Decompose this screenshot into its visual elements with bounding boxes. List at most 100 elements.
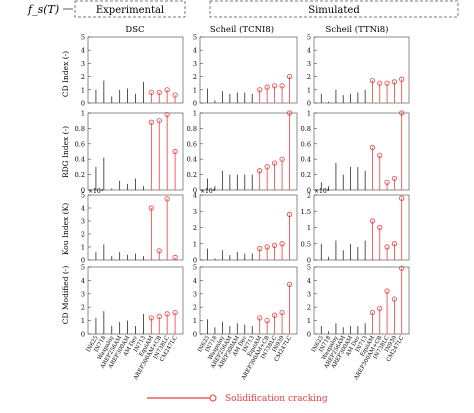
- y-tick-label: 4: [81, 205, 85, 213]
- y-tick-label: 4: [193, 47, 197, 55]
- column-title-scheil-ttni8: Scheil (TTNi8): [326, 24, 389, 35]
- y-tick-label: 5: [81, 264, 85, 272]
- panel-cd-index-scheil-tcni8: 0 1 2 3 4 5: [193, 34, 298, 108]
- ylabel-cd-index: CD Index (-): [61, 51, 70, 97]
- marker-cm247lc: [286, 281, 293, 288]
- experimental-group-label: Experimental: [96, 5, 164, 16]
- marker-in738lc: [384, 244, 390, 250]
- y-tick-label: 0: [307, 187, 311, 195]
- simulated-group-label: Simulated: [308, 5, 360, 16]
- marker-in738lc: [384, 179, 390, 185]
- y-tick-label: 4: [307, 277, 311, 285]
- panel-cd-modified-scheil-tcni8-frame: [199, 266, 298, 335]
- marker-in738lc: [164, 87, 170, 93]
- panel-cd-modified-scheil-tcni8: 0 1 2 3 4 5: [193, 264, 298, 339]
- marker-equiam: [148, 315, 154, 321]
- ylabel-cd-modified: CD Modified (-): [61, 266, 70, 325]
- marker-cm247lc: [286, 74, 293, 80]
- y-tick-label: 5: [193, 264, 197, 272]
- y-tick-label: 3: [193, 208, 197, 216]
- y-tick-label: 0: [193, 100, 197, 108]
- y-tick-label: 2: [81, 231, 85, 239]
- marker-in738lc: [272, 160, 278, 166]
- y-tick-label: 2: [307, 304, 311, 312]
- y-tick-label: 0.6: [187, 140, 197, 148]
- panel-kou-index-k-dsc: 0 1 2 3 4 5 ×10⁴: [81, 188, 184, 265]
- y-tick-label: 1: [193, 240, 197, 248]
- experimental-group-box: [74, 0, 186, 18]
- marker-in738lc: [272, 242, 278, 248]
- y-tick-label: 0: [81, 331, 85, 339]
- marker-cm247lc: [399, 110, 405, 116]
- y-tick-label: 3: [81, 290, 85, 298]
- marker-arep300am-cb: [377, 305, 383, 312]
- y-tick-label: 0: [193, 257, 197, 265]
- y-tick-label: 4: [193, 277, 197, 285]
- panel-cd-index-scheil-ttni8-frame: [313, 36, 410, 104]
- panel-rdg-index-scheil-tcni8-frame: [199, 112, 298, 191]
- marker-cm247lc: [172, 92, 178, 98]
- column-title-scheil-tcni8: Scheil (TCNI8): [210, 24, 274, 35]
- panel-kou-index-k-dsc-frame: [87, 194, 184, 261]
- y-tick-label: 4: [193, 192, 197, 200]
- marker-equiam: [369, 218, 376, 224]
- marker-in939: [279, 309, 285, 316]
- marker-equiam: [257, 246, 263, 252]
- y-tick-label: 0: [81, 100, 85, 108]
- marker-cm247lc: [172, 148, 178, 155]
- y-tick-label: 1: [81, 110, 85, 118]
- y-tick-label: 0.2: [75, 171, 85, 179]
- marker-in939: [391, 175, 397, 182]
- marker-in738lc: [272, 83, 278, 89]
- y-tick-label: 0.8: [301, 125, 311, 133]
- y-tick-label: 1: [81, 317, 85, 325]
- marker-equiam: [148, 89, 154, 96]
- y-tick-label: 1: [81, 244, 85, 252]
- legend-marker: [209, 394, 217, 402]
- marker-arep300am-cb: [377, 152, 383, 158]
- marker-cm247lc: [399, 76, 405, 82]
- marker-equiam: [369, 145, 376, 151]
- y-tick-label: 1: [193, 110, 197, 118]
- y-tick-label: 4: [81, 277, 85, 285]
- marker-in738lc: [384, 288, 390, 294]
- y-tick-label: 0.6: [301, 140, 311, 148]
- y-tick-label: 5: [307, 264, 311, 272]
- y-tick-label: 5: [193, 34, 197, 42]
- y-tick-label: 5: [307, 34, 311, 42]
- y-tick-label: 3: [81, 218, 85, 226]
- marker-equiam: [369, 309, 376, 316]
- y-tick-label: 1: [193, 317, 197, 325]
- y-tick-label: 2: [81, 73, 85, 81]
- y-tick-label: 0: [193, 187, 197, 195]
- y-exponent-label: ×10⁴: [88, 188, 104, 195]
- y-tick-label: 1.5: [301, 208, 311, 216]
- y-tick-label: 2: [307, 73, 311, 81]
- marker-in939: [279, 241, 285, 247]
- marker-arep300am-cb: [156, 118, 162, 124]
- y-tick-label: 3: [307, 60, 311, 68]
- marker-equiam: [257, 168, 263, 174]
- marker-arep300am-cb: [156, 248, 162, 254]
- y-tick-label: 0: [81, 187, 85, 195]
- marker-arep300am-cb: [156, 89, 162, 96]
- y-tick-label: 1: [81, 86, 85, 94]
- simulated-group-box: [209, 0, 459, 18]
- y-tick-label: 3: [193, 60, 197, 68]
- y-tick-label: 0.8: [75, 125, 85, 133]
- y-tick-label: 1: [193, 86, 197, 94]
- y-tick-label: 0.6: [75, 140, 85, 148]
- y-tick-label: 5: [81, 34, 85, 42]
- column-title-dsc: DSC: [125, 25, 144, 35]
- marker-cm247lc: [286, 110, 293, 116]
- y-tick-label: 3: [193, 290, 197, 298]
- marker-in939: [391, 241, 397, 247]
- marker-arep300am-cb: [264, 84, 270, 90]
- y-tick-label: 4: [81, 47, 85, 55]
- marker-arep300am-cb: [156, 313, 162, 320]
- y-tick-label: 2: [193, 73, 197, 81]
- marker-in738lc: [164, 111, 170, 118]
- y-tick-label: 2: [307, 192, 311, 200]
- marker-equiam: [257, 315, 263, 321]
